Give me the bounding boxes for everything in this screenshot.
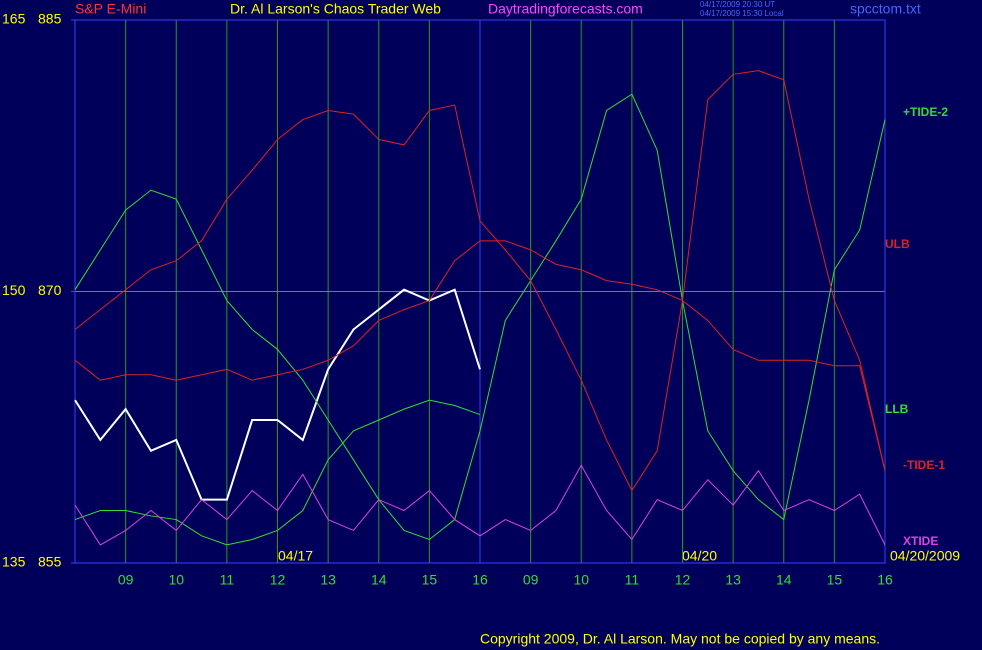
series-line [74,240,886,471]
series-line [74,399,481,546]
date-label: 04/20 [682,548,717,564]
series-label: +TIDE-2 [903,105,948,119]
x-tick-label: 16 [877,572,893,588]
copyright: Copyright 2009, Dr. Al Larson. May not b… [480,631,880,647]
y-tick-label: 885 [38,11,62,27]
y2-tick-label: 165 [2,11,26,27]
x-tick-label: 15 [422,572,438,588]
timestamp-ut: 04/17/2009 20:30 UT [700,0,775,9]
series-label: ULB [885,237,910,251]
x-tick-label: 13 [725,572,741,588]
timestamp-local: 04/17/2009 15:30 Local [700,9,784,18]
y-tick-label: 870 [38,282,62,298]
x-tick-label: 12 [675,572,691,588]
series-line [74,288,481,501]
x-tick-label: 11 [625,572,640,588]
x-tick-label: 11 [220,572,235,588]
x-tick-label: 14 [776,572,792,588]
x-tick-label: 13 [320,572,336,588]
date-label: 04/20/2009 [890,548,960,564]
x-tick-label: 16 [472,572,488,588]
chart-title: Dr. Al Larson's Chaos Trader Web [230,1,441,17]
y2-tick-label: 150 [2,282,26,298]
x-tick-label: 10 [168,572,184,588]
x-tick-label: 12 [270,572,286,588]
series-label: LLB [885,402,909,416]
x-tick-label: 15 [827,572,843,588]
plot-frame [74,19,886,564]
date-label: 04/17 [278,548,313,564]
series-label: -TIDE-1 [903,458,945,472]
website: Daytradingforecasts.com [488,1,643,17]
y2-tick-label: 135 [2,554,26,570]
x-tick-label: 10 [573,572,589,588]
file-name: spcctom.txt [850,1,921,17]
x-tick-label: 09 [118,572,134,588]
series-line [74,464,886,546]
x-tick-label: 14 [371,572,387,588]
series-line [74,93,886,541]
x-tick-label: 09 [523,572,539,588]
series-line [74,70,886,492]
chart-subtitle: S&P E-Mini [75,1,146,17]
series-label: XTIDE [903,534,938,548]
y-tick-label: 855 [38,554,62,570]
